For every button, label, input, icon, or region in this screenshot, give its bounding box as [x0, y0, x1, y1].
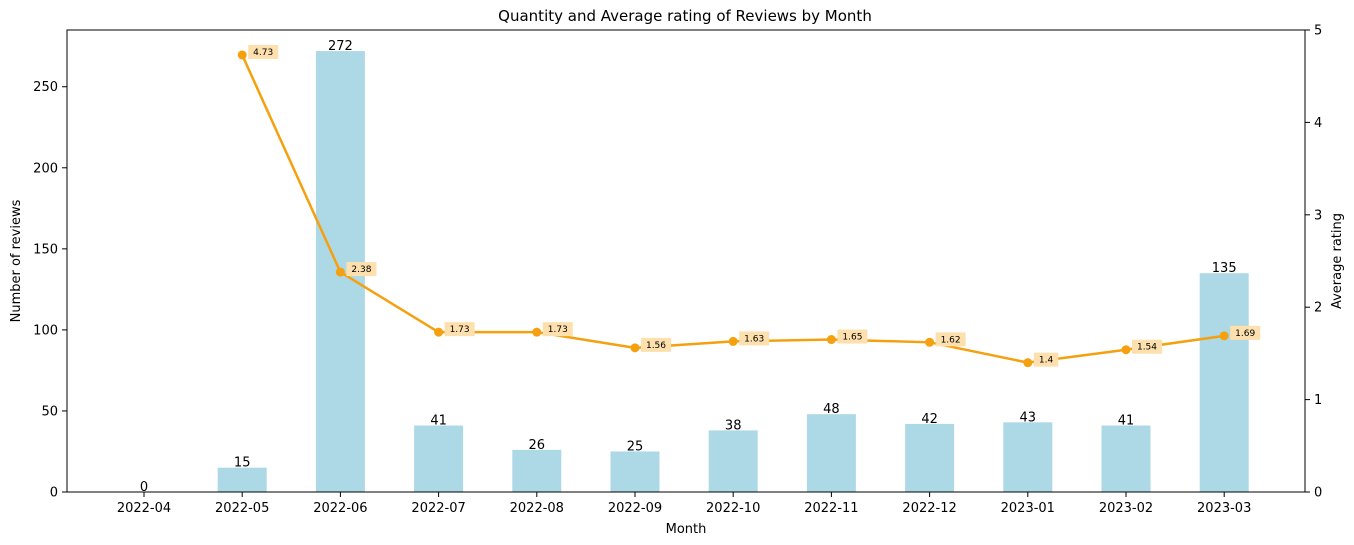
rating-point [532, 327, 542, 337]
bar [610, 451, 660, 492]
x-axis-title: Month [666, 522, 707, 537]
x-tick-label: 2022-08 [510, 501, 564, 516]
y2-axis-title: Average rating [1330, 213, 1345, 309]
axes-layer: 2022-04 2022-05 2022-06 2022-07 2022-08 2022-… [33, 24, 1322, 517]
rating-value-label: 1.63 [744, 334, 764, 344]
chart-title: Quantity and Average rating of Reviews b… [498, 7, 872, 25]
rating-point [335, 267, 345, 277]
rating-point [434, 327, 444, 337]
rating-point [826, 335, 836, 345]
bar-value-label: 38 [725, 418, 742, 433]
x-tick-label: 2023-02 [1099, 501, 1153, 516]
x-tick-label: 2023-01 [1001, 501, 1055, 516]
rating-point [728, 336, 738, 346]
bar-value-label: 0 [140, 480, 148, 495]
y-tick-label: 0 [50, 486, 58, 501]
bars-layer: 0 15 272 41 26 25 38 48 42 43 41 135 [140, 39, 1249, 495]
rating-value-label: 1.69 [1235, 329, 1255, 339]
rating-value-label: 4.73 [253, 48, 273, 58]
x-tick-label: 2022-05 [215, 501, 269, 516]
rating-point [925, 337, 935, 347]
y-tick-label: 200 [33, 161, 58, 176]
rating-label-box [739, 331, 770, 346]
bar [806, 414, 856, 492]
bar [1003, 422, 1053, 492]
rating-label-box [1132, 339, 1162, 354]
bar [414, 425, 464, 492]
x-tick-label: 2022-06 [313, 501, 367, 516]
bar-value-label: 272 [328, 39, 353, 54]
rating-point [1219, 331, 1229, 341]
rating-label-box [641, 337, 671, 352]
rating-value-label: 1.65 [842, 333, 862, 343]
bar-value-label: 41 [1118, 414, 1135, 429]
y2-tick-label: 4 [1314, 116, 1322, 131]
bar-value-label: 135 [1212, 261, 1237, 276]
rating-point [1023, 358, 1033, 368]
line-layer: 4.73 2.38 1.73 1.73 1.56 1.63 1.65 1.62 1.4 1.54 1… [237, 44, 1261, 368]
y2-tick-label: 3 [1314, 208, 1322, 223]
rating-label-box [542, 322, 573, 337]
rating-label-box [444, 322, 475, 337]
x-tick-label: 2022-09 [608, 501, 662, 516]
rating-point [1121, 345, 1131, 355]
y2-tick-label: 2 [1314, 301, 1322, 316]
y-tick-label: 100 [33, 323, 58, 338]
y2-tick-label: 5 [1314, 24, 1322, 39]
rating-line [241, 54, 1225, 364]
rating-value-label: 1.73 [450, 325, 470, 335]
bar-value-label: 41 [430, 414, 447, 429]
bar [1101, 425, 1151, 492]
bar-value-label: 42 [921, 412, 938, 427]
x-tick-label: 2022-07 [411, 501, 465, 516]
rating-point [630, 343, 640, 353]
bar-value-label: 26 [529, 438, 546, 453]
x-tick-label: 2022-11 [804, 501, 858, 516]
y-tick-label: 150 [33, 242, 58, 257]
bar [708, 430, 758, 492]
rating-value-label: 2.38 [351, 265, 371, 275]
rating-value-label: 1.73 [548, 325, 568, 335]
bar [1199, 273, 1249, 492]
x-tick-label: 2023-03 [1197, 501, 1251, 516]
rating-label-box [346, 262, 377, 277]
x-tick-label: 2022-04 [117, 501, 171, 516]
x-tick-label: 2022-12 [902, 501, 956, 516]
bar-value-label: 25 [627, 439, 644, 454]
rating-value-label: 1.56 [646, 341, 666, 351]
rating-point [237, 50, 247, 60]
plot-frame [66, 29, 1306, 493]
rating-label-box [1033, 352, 1059, 367]
rating-value-label: 1.54 [1137, 343, 1157, 353]
bar [512, 449, 562, 492]
y-tick-label: 50 [41, 404, 58, 419]
rating-label-box [248, 44, 279, 59]
bar-value-label: 15 [234, 456, 251, 471]
rating-label-box [1230, 325, 1261, 340]
rating-label-box [935, 332, 966, 347]
y2-tick-label: 1 [1314, 393, 1322, 408]
rating-label-box [837, 329, 868, 344]
x-tick-label: 2022-10 [706, 501, 760, 516]
y2-tick-label: 0 [1314, 486, 1322, 501]
bar-value-label: 43 [1020, 410, 1037, 425]
bar [905, 423, 955, 492]
y-axis-title: Number of reviews [9, 199, 24, 322]
y-tick-label: 250 [33, 80, 58, 95]
rating-value-label: 1.62 [941, 335, 961, 345]
bar-value-label: 48 [823, 402, 840, 417]
rating-value-label: 1.4 [1039, 356, 1054, 366]
bar [217, 467, 267, 492]
